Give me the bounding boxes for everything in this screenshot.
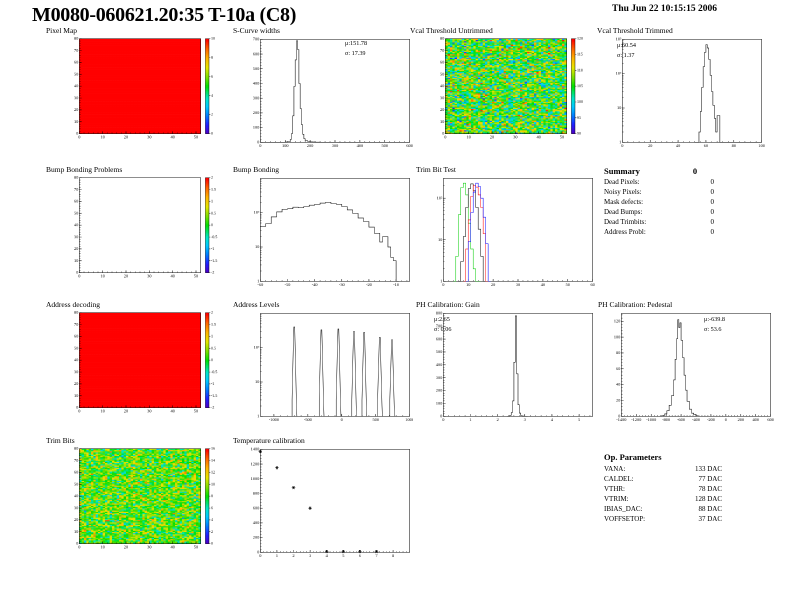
plot-s-curve-widths[interactable]: S-Curve widths μ:151.78 σ: 17.39 (225, 26, 413, 151)
pixel-map-canvas (64, 36, 224, 143)
op-parameter-row: VTHR: 78 DAC (604, 484, 754, 494)
op-parameters-heading: Op. Parameters (604, 452, 662, 462)
stat-sigma: σ: 53.6 (704, 326, 722, 333)
stat-sigma: σ: 0.06 (434, 326, 452, 333)
plot-title: PH Calibration: Gain (416, 300, 480, 309)
summary-row-value: 0 (710, 188, 715, 196)
summary-row-value: 0 (710, 198, 715, 206)
ph-pedestal-canvas (604, 310, 774, 425)
op-parameter-label: CALDEL: (604, 475, 634, 483)
plot-title: Trim Bits (46, 436, 75, 445)
stat-mu: μ:2.65 (434, 316, 450, 323)
plot-title: Bump Bonding (233, 165, 280, 174)
date-stamp: Thu Jun 22 10:15:15 2006 (612, 4, 718, 14)
bump-bonding-problems-canvas (64, 175, 224, 282)
ph-gain-canvas (426, 310, 596, 425)
op-parameter-row: VOFFSETOP: 37 DAC (604, 514, 754, 524)
plot-title: Trim Bit Test (416, 165, 456, 174)
summary-row: Dead Bumps: 0 (604, 207, 754, 217)
plot-title: PH Calibration: Pedestal (598, 300, 673, 309)
stat-sigma: σ: 1.37 (617, 52, 635, 59)
summary-row-label: Mask defects: (604, 198, 644, 206)
plot-title: Address decoding (46, 300, 100, 309)
summary-row: Dead Trimbits: 0 (604, 217, 754, 227)
summary-row: Address Probl: 0 (604, 227, 754, 237)
plot-ph-calibration-pedestal[interactable]: PH Calibration: Pedestal μ:-639.8 σ: 53.… (590, 300, 774, 425)
summary-row-value: 0 (710, 228, 715, 236)
op-parameter-value: 37 DAC (698, 515, 722, 523)
s-curve-widths-canvas (243, 36, 413, 151)
plot-pixel-map[interactable]: Pixel Map (38, 26, 224, 151)
summary-row-value: 0 (710, 178, 715, 186)
vcal-trimmed-canvas (605, 36, 765, 151)
op-parameter-value: 133 DAC (694, 465, 722, 473)
bump-bonding-canvas (243, 175, 413, 290)
op-parameter-label: VANA: (604, 465, 626, 473)
op-parameter-value: 88 DAC (698, 505, 722, 513)
op-parameter-value: 77 DAC (698, 475, 722, 483)
plot-bump-bonding-problems[interactable]: Bump Bonding Problems (38, 165, 224, 290)
plot-title: Vcal Threshold Trimmed (597, 26, 673, 35)
op-parameter-row: CALDEL: 77 DAC (604, 474, 754, 484)
plot-ph-calibration-gain[interactable]: PH Calibration: Gain μ:2.65 σ: 0.06 (408, 300, 596, 425)
op-parameter-label: VOFFSETOP: (604, 515, 646, 523)
plot-vcal-threshold-trimmed[interactable]: Vcal Threshold Trimmed μ:60.54 σ: 1.37 (595, 26, 765, 151)
summary-row-label: Dead Pixels: (604, 178, 640, 186)
op-parameters-panel: Op. Parameters VANA: 133 DAC CALDEL: 77 … (604, 452, 754, 524)
stat-sigma: σ: 17.39 (345, 50, 366, 57)
summary-row: Noisy Pixels: 0 (604, 187, 754, 197)
summary-row: Dead Pixels: 0 (604, 177, 754, 187)
summary-heading-value: 0 (692, 166, 698, 176)
summary-row-label: Dead Bumps: (604, 208, 643, 216)
stat-mu: μ:-639.8 (704, 316, 726, 323)
address-decoding-canvas (64, 310, 224, 417)
summary-heading: Summary 0 (604, 166, 754, 177)
op-parameter-row: VTRIM: 128 DAC (604, 494, 754, 504)
plot-title: Bump Bonding Problems (46, 165, 123, 174)
trim-bits-canvas (64, 446, 224, 553)
plot-title: S-Curve widths (233, 26, 280, 35)
op-parameter-label: VTHR: (604, 485, 625, 493)
plot-address-levels[interactable]: Address Levels (225, 300, 413, 425)
plot-temperature-calibration[interactable]: Temperature calibration (225, 432, 413, 567)
summary-panel: Summary 0 Dead Pixels: 0 Noisy Pixels: 0… (604, 166, 754, 237)
temperature-calibration-canvas (243, 446, 413, 561)
stat-mu: μ:151.78 (345, 40, 368, 47)
summary-row-value: 0 (710, 208, 715, 216)
plot-title: Pixel Map (46, 26, 78, 35)
summary-row-label: Address Probl: (604, 228, 646, 236)
plot-trim-bit-test[interactable]: Trim Bit Test (408, 165, 596, 290)
vcal-untrimmed-canvas (430, 36, 590, 143)
summary-row-value: 0 (710, 218, 715, 226)
op-parameter-row: VANA: 133 DAC (604, 464, 754, 474)
plot-bump-bonding[interactable]: Bump Bonding (225, 165, 413, 290)
op-parameter-value: 128 DAC (694, 495, 722, 503)
plot-title: Temperature calibration (233, 436, 305, 445)
op-parameter-label: IBIAS_DAC: (604, 505, 643, 513)
plot-title: Vcal Threshold Untrimmed (410, 26, 493, 35)
plot-vcal-threshold-untrimmed[interactable]: Vcal Threshold Untrimmed (408, 26, 590, 151)
summary-row: Mask defects: 0 (604, 197, 754, 207)
address-levels-canvas (243, 310, 413, 425)
plot-title: Address Levels (233, 300, 280, 309)
op-parameter-label: VTRIM: (604, 495, 629, 503)
op-parameter-value: 78 DAC (698, 485, 722, 493)
plot-trim-bits[interactable]: Trim Bits (38, 432, 224, 567)
trim-bit-test-canvas (426, 175, 596, 290)
summary-row-label: Noisy Pixels: (604, 188, 642, 196)
summary-row-label: Dead Trimbits: (604, 218, 647, 226)
stat-mu: μ:60.54 (617, 42, 636, 49)
plot-address-decoding[interactable]: Address decoding (38, 300, 224, 425)
summary-heading-label: Summary (604, 166, 640, 176)
page-title: M0080-060621.20:35 T-10a (C8) (32, 4, 297, 26)
op-parameter-row: IBIAS_DAC: 88 DAC (604, 504, 754, 514)
